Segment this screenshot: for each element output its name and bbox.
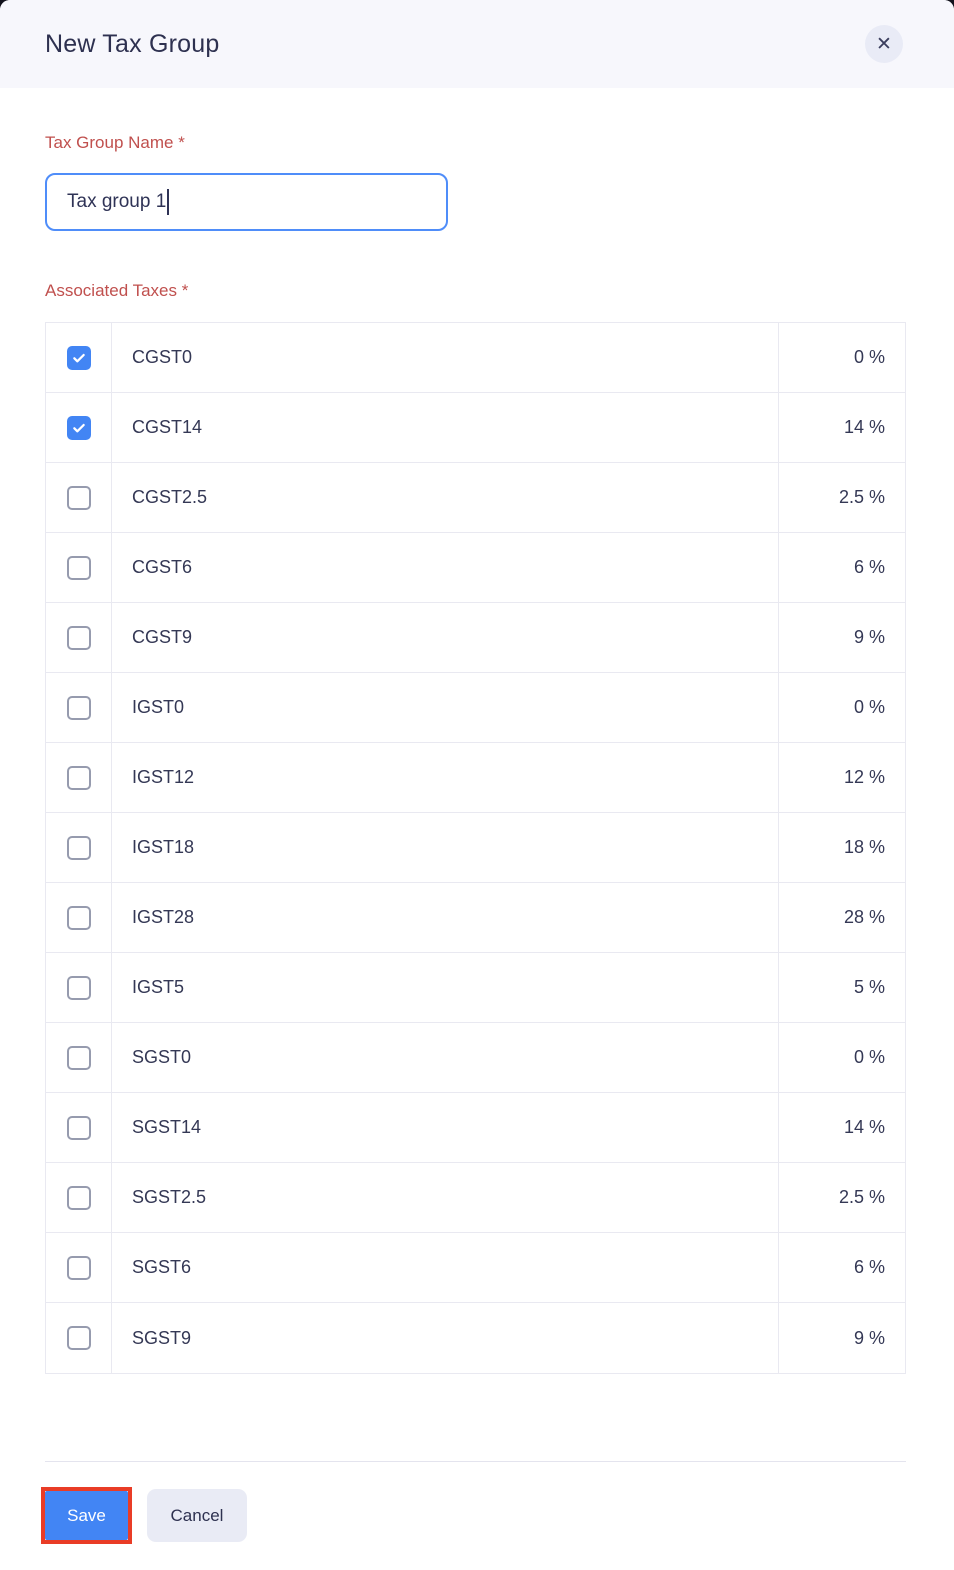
checkbox-cell <box>46 1163 112 1232</box>
tax-row: SGST0 0 % <box>46 1023 905 1093</box>
tax-row: CGST0 0 % <box>46 323 905 393</box>
tax-checkbox[interactable] <box>66 345 91 370</box>
checkbox-cell <box>46 1303 112 1373</box>
tax-name: SGST2.5 <box>132 1187 207 1207</box>
tax-checkbox[interactable] <box>66 835 91 860</box>
tax-name: SGST6 <box>132 1257 192 1277</box>
tax-rate: 0 % <box>778 1023 905 1092</box>
checkmark-icon <box>72 353 85 362</box>
page-title: New Tax Group <box>45 29 220 58</box>
tax-checkbox[interactable] <box>66 905 91 930</box>
tax-row: CGST2.5 2.5 % <box>46 463 905 533</box>
tax-row: SGST9 9 % <box>46 1303 905 1373</box>
tax-row: CGST6 6 % <box>46 533 905 603</box>
tax-rate: 14 % <box>778 393 905 462</box>
tax-rate: 9 % <box>778 603 905 672</box>
tax-checkbox[interactable] <box>66 415 91 440</box>
tax-checkbox[interactable] <box>66 695 91 720</box>
checkbox-cell <box>46 953 112 1022</box>
tax-rate: 12 % <box>778 743 905 812</box>
associated-taxes-table: CGST0 0 % CGST14 14 % CGST2.5 2.5 % CGST6 6 % CG… <box>45 322 906 1374</box>
tax-rate: 28 % <box>778 883 905 952</box>
cancel-button[interactable]: Cancel <box>147 1489 247 1542</box>
tax-group-name-value: Tax group 1 <box>67 191 167 212</box>
checkbox-cell <box>46 813 112 882</box>
checkbox-cell <box>46 533 112 602</box>
tax-name: IGST0 <box>132 697 185 717</box>
tax-rate: 14 % <box>778 1093 905 1162</box>
annotation-highlight-box: Save <box>41 1487 132 1544</box>
tax-rate: 2.5 % <box>778 1163 905 1232</box>
tax-checkbox[interactable] <box>66 1326 91 1350</box>
checkbox-cell <box>46 673 112 742</box>
tax-name: IGST12 <box>132 767 195 787</box>
tax-rate: 6 % <box>778 1233 905 1302</box>
text-caret <box>167 189 170 215</box>
tax-row: IGST18 18 % <box>46 813 905 883</box>
tax-checkbox[interactable] <box>66 765 91 790</box>
checkbox-cell <box>46 1233 112 1302</box>
tax-checkbox[interactable] <box>66 1045 91 1070</box>
tax-row: SGST14 14 % <box>46 1093 905 1163</box>
tax-checkbox[interactable] <box>66 1255 91 1280</box>
tax-name: SGST9 <box>132 1327 192 1348</box>
associated-taxes-label: Associated Taxes * <box>45 281 189 300</box>
footer-divider <box>45 1461 906 1462</box>
tax-rate: 0 % <box>778 673 905 742</box>
tax-name: CGST6 <box>132 557 193 577</box>
checkbox-cell <box>46 1093 112 1162</box>
tax-row: CGST9 9 % <box>46 603 905 673</box>
tax-rate: 2.5 % <box>778 463 905 532</box>
tax-name: CGST2.5 <box>132 487 208 507</box>
tax-row: SGST2.5 2.5 % <box>46 1163 905 1233</box>
checkbox-cell <box>46 883 112 952</box>
tax-row: IGST0 0 % <box>46 673 905 743</box>
close-icon: ✕ <box>876 33 892 55</box>
tax-row: IGST12 12 % <box>46 743 905 813</box>
modal-body: Tax Group Name * Tax group 1 Associated … <box>0 88 954 1570</box>
tax-name: IGST5 <box>132 977 185 997</box>
checkbox-cell <box>46 463 112 532</box>
tax-name: SGST14 <box>132 1117 202 1137</box>
tax-row: SGST6 6 % <box>46 1233 905 1303</box>
tax-checkbox[interactable] <box>66 975 91 1000</box>
tax-rate: 18 % <box>778 813 905 882</box>
tax-row: IGST28 28 % <box>46 883 905 953</box>
tax-row: IGST5 5 % <box>46 953 905 1023</box>
tax-row: CGST14 14 % <box>46 393 905 463</box>
tax-checkbox[interactable] <box>66 485 91 510</box>
tax-name: IGST28 <box>132 907 195 927</box>
save-button[interactable]: Save <box>45 1491 128 1540</box>
tax-checkbox[interactable] <box>66 625 91 650</box>
tax-rate: 6 % <box>778 533 905 602</box>
close-button[interactable]: ✕ <box>865 25 903 63</box>
checkbox-cell <box>46 1023 112 1092</box>
tax-group-name-input[interactable]: Tax group 1 <box>45 173 448 231</box>
tax-name: CGST0 <box>132 347 193 367</box>
tax-rate: 9 % <box>778 1303 905 1373</box>
tax-name: SGST0 <box>132 1047 192 1067</box>
tax-name: IGST18 <box>132 837 195 857</box>
tax-rate: 0 % <box>778 323 905 392</box>
checkmark-icon <box>72 423 85 432</box>
tax-checkbox[interactable] <box>66 1185 91 1210</box>
tax-rate: 5 % <box>778 953 905 1022</box>
tax-group-name-label: Tax Group Name * <box>45 133 185 152</box>
modal-footer: Save Cancel <box>41 1487 906 1568</box>
tax-checkbox[interactable] <box>66 555 91 580</box>
checkbox-cell <box>46 323 112 392</box>
tax-name: CGST14 <box>132 417 203 437</box>
checkbox-cell <box>46 743 112 812</box>
checkbox-cell <box>46 393 112 462</box>
tax-checkbox[interactable] <box>66 1115 91 1140</box>
checkbox-cell <box>46 603 112 672</box>
modal-header: New Tax Group ✕ <box>0 0 954 88</box>
tax-name: CGST9 <box>132 627 193 647</box>
